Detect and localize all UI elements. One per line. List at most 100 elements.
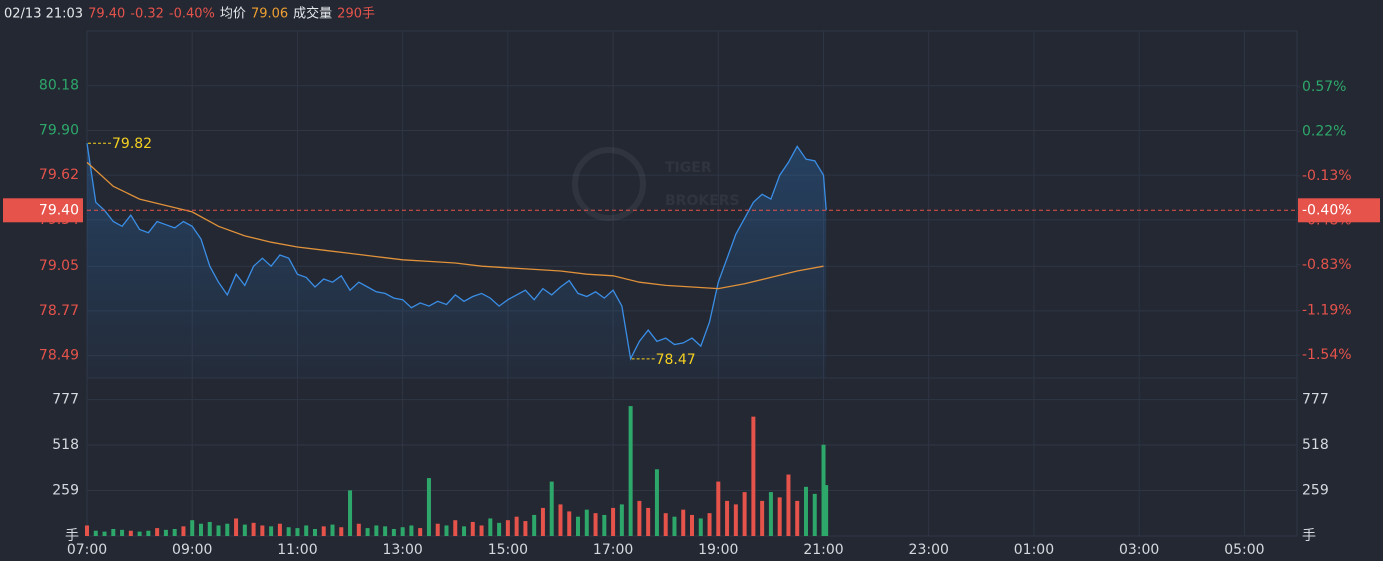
volume-tick-label: 777 (52, 392, 79, 408)
y-tick-label: 78.49 (39, 348, 79, 364)
y2-tick-label: -1.19% (1302, 303, 1352, 319)
volume-bar (462, 526, 467, 536)
average-line (86, 161, 824, 290)
extreme-label: 79.82 (112, 136, 152, 152)
volume-bar (716, 481, 721, 536)
y2-tick-label: -0.13% (1302, 168, 1352, 184)
volume-bar (304, 525, 309, 536)
volume-bar (181, 526, 186, 536)
volume-bar (391, 528, 396, 536)
volume-bar (137, 531, 142, 536)
volume-bar (681, 509, 686, 536)
volume-bar (120, 529, 125, 536)
x-tick-label: 21:00 (803, 542, 843, 558)
volume-tick-label: 777 (1302, 392, 1329, 408)
volume-bar (321, 526, 326, 536)
volume-bar (295, 528, 300, 536)
volume-bar (444, 525, 449, 536)
volume-bar (824, 485, 829, 536)
volume-bar (409, 525, 414, 536)
volume-bar (628, 406, 633, 536)
y2-tick-label: -0.83% (1302, 257, 1352, 273)
volume-bar (242, 524, 247, 536)
volume-bar (549, 481, 554, 536)
volume-bar (812, 493, 817, 536)
x-tick-label: 13:00 (382, 542, 422, 558)
volume-bar (172, 528, 177, 536)
volume-bar (611, 507, 616, 536)
volume-bar (383, 526, 388, 536)
volume-bar (488, 518, 493, 536)
watermark: TIGER (665, 160, 712, 176)
last-price-box (3, 198, 83, 223)
volume-bar (733, 504, 738, 536)
volume-bar (277, 523, 282, 536)
header-item: 02/13 21:03 (4, 7, 83, 22)
volume-bar (339, 527, 344, 536)
x-tick-label: 15:00 (488, 542, 528, 558)
volume-bar (190, 520, 195, 536)
header-item: 290手 (337, 7, 375, 22)
last-price-label: 79.40 (39, 202, 79, 218)
x-tick-label: 23:00 (909, 542, 949, 558)
volume-bar (672, 516, 677, 536)
volume-bar (85, 525, 89, 536)
y-tick-label: 80.18 (39, 78, 79, 94)
y2-tick-label: -1.54% (1302, 347, 1352, 363)
volume-bar (760, 500, 765, 536)
volume-bar (163, 529, 168, 536)
last-pct-label: -0.40% (1302, 202, 1352, 218)
volume-bar (286, 527, 291, 536)
x-tick-label: 19:00 (698, 542, 738, 558)
volume-bar (260, 525, 265, 536)
volume-bar (251, 522, 256, 536)
volume-bar (365, 528, 370, 536)
x-tick-label: 07:00 (67, 542, 107, 558)
volume-bar (225, 523, 230, 536)
volume-bar (312, 528, 317, 536)
x-tick-label: 09:00 (172, 542, 212, 558)
extreme-label: 78.47 (656, 352, 696, 368)
x-tick-label: 03:00 (1119, 542, 1159, 558)
price-line (86, 143, 827, 361)
header-item: 79.06 (251, 7, 288, 22)
y-tick-label: 78.77 (39, 303, 79, 319)
y-tick-label: 79.90 (39, 122, 79, 138)
x-tick-label: 01:00 (1014, 542, 1054, 558)
volume-tick-label: 259 (52, 483, 79, 499)
volume-bar (348, 490, 353, 536)
volume-tick-label: 手 (1302, 528, 1316, 544)
volume-bar (514, 516, 519, 536)
volume-bar (698, 518, 703, 536)
volume-bar (725, 500, 730, 536)
volume-bar (269, 526, 274, 536)
x-tick-label: 17:00 (593, 542, 633, 558)
volume-tick-label: 518 (1302, 437, 1329, 453)
volume-bar (198, 523, 203, 536)
y2-tick-label: 0.22% (1302, 123, 1346, 139)
header-item: 成交量 (293, 6, 332, 22)
header: 02/13 21:03 79.40 -0.32 -0.40% 均价 79.06 成交量 290… (4, 6, 375, 22)
volume-bar (593, 513, 598, 536)
volume-bar (356, 523, 361, 536)
volume-tick-label: 259 (1302, 483, 1329, 499)
x-tick-label: 05:00 (1224, 542, 1264, 558)
volume-bar (146, 530, 151, 536)
volume-bar (751, 416, 756, 536)
header-item: 均价 (220, 7, 246, 22)
volume-bar (646, 507, 651, 536)
volume-bar (234, 518, 239, 536)
volume-bar (690, 514, 694, 536)
volume-bar (567, 511, 572, 536)
watermark: BROKERS (665, 193, 740, 209)
volume-bar (803, 486, 808, 536)
volume-bar (584, 509, 589, 536)
volume-bar (786, 474, 791, 536)
volume-bar (795, 500, 800, 536)
volume-bar (102, 531, 107, 536)
volume-bar (470, 521, 475, 536)
volume-bar (505, 520, 510, 536)
volume-bar (155, 528, 160, 536)
y2-tick-label: 0.57% (1302, 79, 1346, 95)
